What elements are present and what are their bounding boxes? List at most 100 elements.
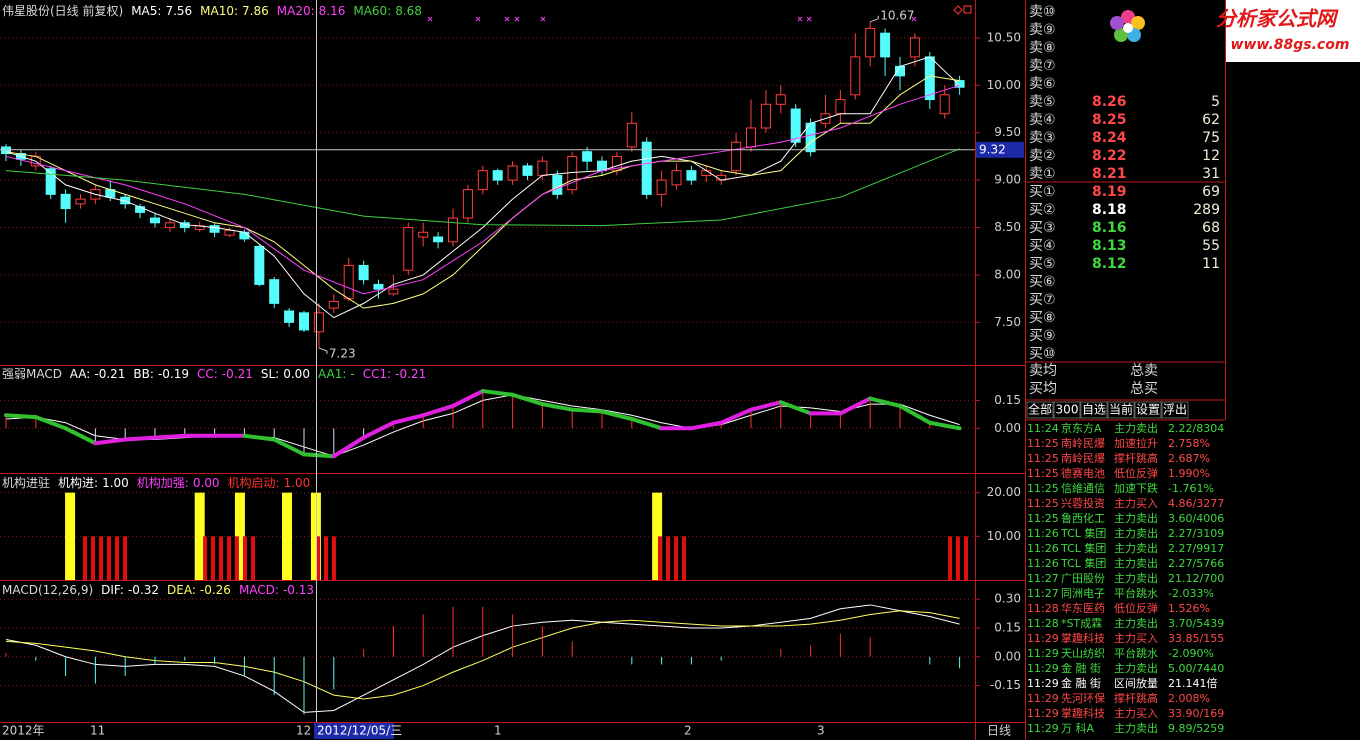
trend-segment — [540, 402, 575, 412]
trend-segment — [927, 420, 962, 431]
legend-name: MA20: — [277, 4, 315, 18]
cursor-date-box — [314, 723, 394, 739]
candle-body — [239, 231, 250, 240]
y-tick-label: 0.00 — [994, 421, 1021, 435]
ticker-info: 2.758% — [1168, 437, 1210, 450]
line-series — [5, 610, 960, 700]
y-tick-label: 9.50 — [994, 125, 1021, 139]
tab[interactable] — [1107, 401, 1135, 419]
y-tick-label: 0.00 — [994, 649, 1021, 663]
legend-value: 1.00 — [284, 476, 311, 490]
signal-bar — [331, 536, 336, 580]
signal-bar — [310, 492, 321, 580]
y-tick-label: 7.50 — [994, 315, 1021, 329]
time-label: 12 — [296, 724, 311, 738]
ticker-time: 11:29 — [1027, 647, 1059, 660]
tab-label[interactable]: 300 — [1056, 403, 1079, 417]
tab[interactable] — [1134, 401, 1162, 419]
ticker-signal: 低位反弹 — [1114, 466, 1158, 480]
candle-body — [939, 94, 950, 115]
y-tick-label: 9.00 — [994, 173, 1021, 187]
candle-body — [299, 312, 309, 331]
legend-name: BB: — [133, 367, 154, 381]
candle-body — [388, 288, 399, 295]
logo-name: 分析家公式网 — [1216, 7, 1339, 31]
candle-body — [835, 99, 846, 115]
book-level: 卖⑧ — [1029, 40, 1056, 56]
ticker-info: 21.141倍 — [1168, 676, 1218, 690]
ticker-time: 11:25 — [1027, 452, 1059, 465]
line-series — [5, 84, 960, 295]
tab[interactable] — [1161, 401, 1189, 419]
signal-bar — [234, 492, 245, 580]
book-summary: 总买 — [1130, 381, 1158, 397]
ticker-time: 11:29 — [1027, 632, 1059, 645]
tab[interactable] — [1026, 401, 1054, 419]
candle-body — [522, 165, 533, 176]
ticker-signal: 平台跳水 — [1114, 646, 1158, 660]
trend-segment — [570, 407, 604, 414]
legend-name: CC: — [197, 367, 218, 381]
ticker-time: 11:25 — [1027, 512, 1059, 525]
candle-body — [358, 264, 369, 281]
candle-body — [507, 165, 518, 181]
candle-body — [150, 217, 160, 224]
trend-segment — [480, 389, 515, 397]
tab-label[interactable]: 全部 — [1028, 402, 1052, 417]
book-volume: 62 — [1202, 112, 1220, 128]
tab-label[interactable]: 浮出 — [1163, 403, 1187, 417]
signal-bar — [123, 536, 128, 580]
marker — [963, 5, 972, 14]
signal-bar — [324, 536, 329, 580]
trend-segment — [868, 396, 902, 408]
candle-body — [224, 229, 235, 236]
tab-label[interactable]: 设置 — [1136, 403, 1160, 417]
indicator-header: 伟星股份(日线 前复权) MA5: 7.56 MA10: 7.86 MA20: 8.16 MA… — [2, 3, 422, 18]
book-volume: 289 — [1193, 202, 1220, 218]
ticker-time: 11:25 — [1027, 437, 1059, 450]
ticker-signal: 主力卖出 — [1114, 421, 1158, 435]
book-level: 卖⑨ — [1029, 22, 1056, 38]
legend-name: 机构进: — [58, 475, 98, 490]
book-level: 买⑥ — [1029, 274, 1056, 290]
text-layer: 7.50 8.00 8.50 9.00 9.50 10.00 10.50 伟星股份(日线 前复… — [2, 3, 1024, 692]
trend-segment — [123, 435, 157, 442]
candle-body — [433, 236, 444, 243]
ticker-signal: 主力卖出 — [1114, 721, 1158, 735]
book-level: 卖① — [1029, 166, 1056, 182]
ticker-info: 3.60/4006 — [1168, 512, 1224, 525]
candle-body — [746, 127, 756, 148]
tab-label[interactable]: 自选 — [1082, 403, 1106, 417]
ticker-stock: 华东医药 — [1061, 601, 1105, 615]
trend-segment — [451, 389, 485, 408]
ticker-time: 11:28 — [1027, 617, 1059, 630]
book-level: 卖⑤ — [1029, 94, 1056, 110]
ticker-stock: TCL 集团 — [1060, 541, 1106, 555]
time-label: 2012年 — [2, 724, 45, 738]
legend-value: - — [350, 367, 354, 381]
ticker-signal: 平台跳水 — [1114, 586, 1158, 600]
candle-body — [75, 198, 86, 205]
ticker-stock: 先河环保 — [1061, 691, 1105, 705]
tab-label[interactable]: 当前 — [1109, 402, 1133, 417]
book-level: 买③ — [1029, 220, 1056, 236]
book-level: 买② — [1029, 202, 1056, 218]
marks-layer — [0, 21, 975, 715]
period-label[interactable]: 日线 — [987, 724, 1011, 738]
signal-bar — [210, 536, 215, 580]
candle-body — [671, 170, 682, 186]
legend-value: 1.00 — [102, 476, 129, 490]
time-axis: 2012年 11 12 1 2 3 2012/12/05/三 日线 — [2, 723, 1011, 739]
legend-value: -0.13 — [283, 583, 314, 597]
line-series — [5, 56, 960, 319]
ticker-time: 11:25 — [1027, 497, 1059, 510]
book-price: 8.21 — [1092, 166, 1127, 182]
ticker-stock: 京东方A — [1061, 421, 1102, 435]
tab[interactable] — [1053, 401, 1081, 419]
candle-body — [269, 279, 280, 304]
tab[interactable] — [1080, 401, 1108, 419]
candle-body — [462, 189, 473, 219]
trend-segment — [302, 452, 336, 459]
book-price: 8.19 — [1092, 184, 1127, 200]
